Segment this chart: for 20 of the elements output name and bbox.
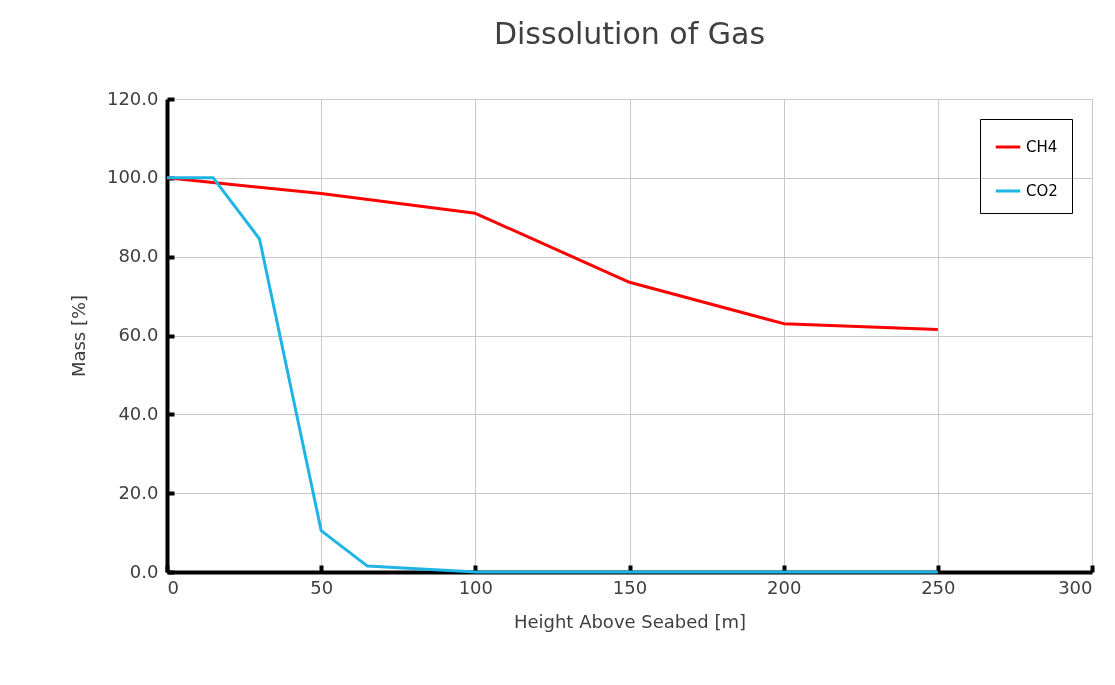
y-tick-label: 0.0 [129,560,159,582]
chart-title: Dissolution of Gas [493,16,766,51]
legend-label: CO2 [1026,182,1058,200]
y-tick-label: 120.0 [106,87,159,109]
line-series [165,176,940,574]
legend-label: CH4 [1026,138,1058,156]
x-tick-label: 200 [766,576,802,598]
x-tick-label: 50 [310,576,334,598]
y-tick-label: 100.0 [106,166,159,188]
y-axis-title: Mass [%] [67,294,89,378]
y-tick-label: 80.0 [118,245,159,267]
x-axis-title: Height Above Seabed [m] [513,610,747,632]
y-tick-label: 20.0 [118,481,159,503]
x-tick-label: 150 [612,576,648,598]
y-tick-label: 60.0 [118,324,159,345]
x-tick-label: 100 [458,576,494,598]
x-tick-label: 300 [1058,576,1093,598]
x-tick-label: 250 [921,576,956,598]
y-tick-label: 40.0 [118,402,159,424]
x-tick-label: 0 [167,576,179,598]
